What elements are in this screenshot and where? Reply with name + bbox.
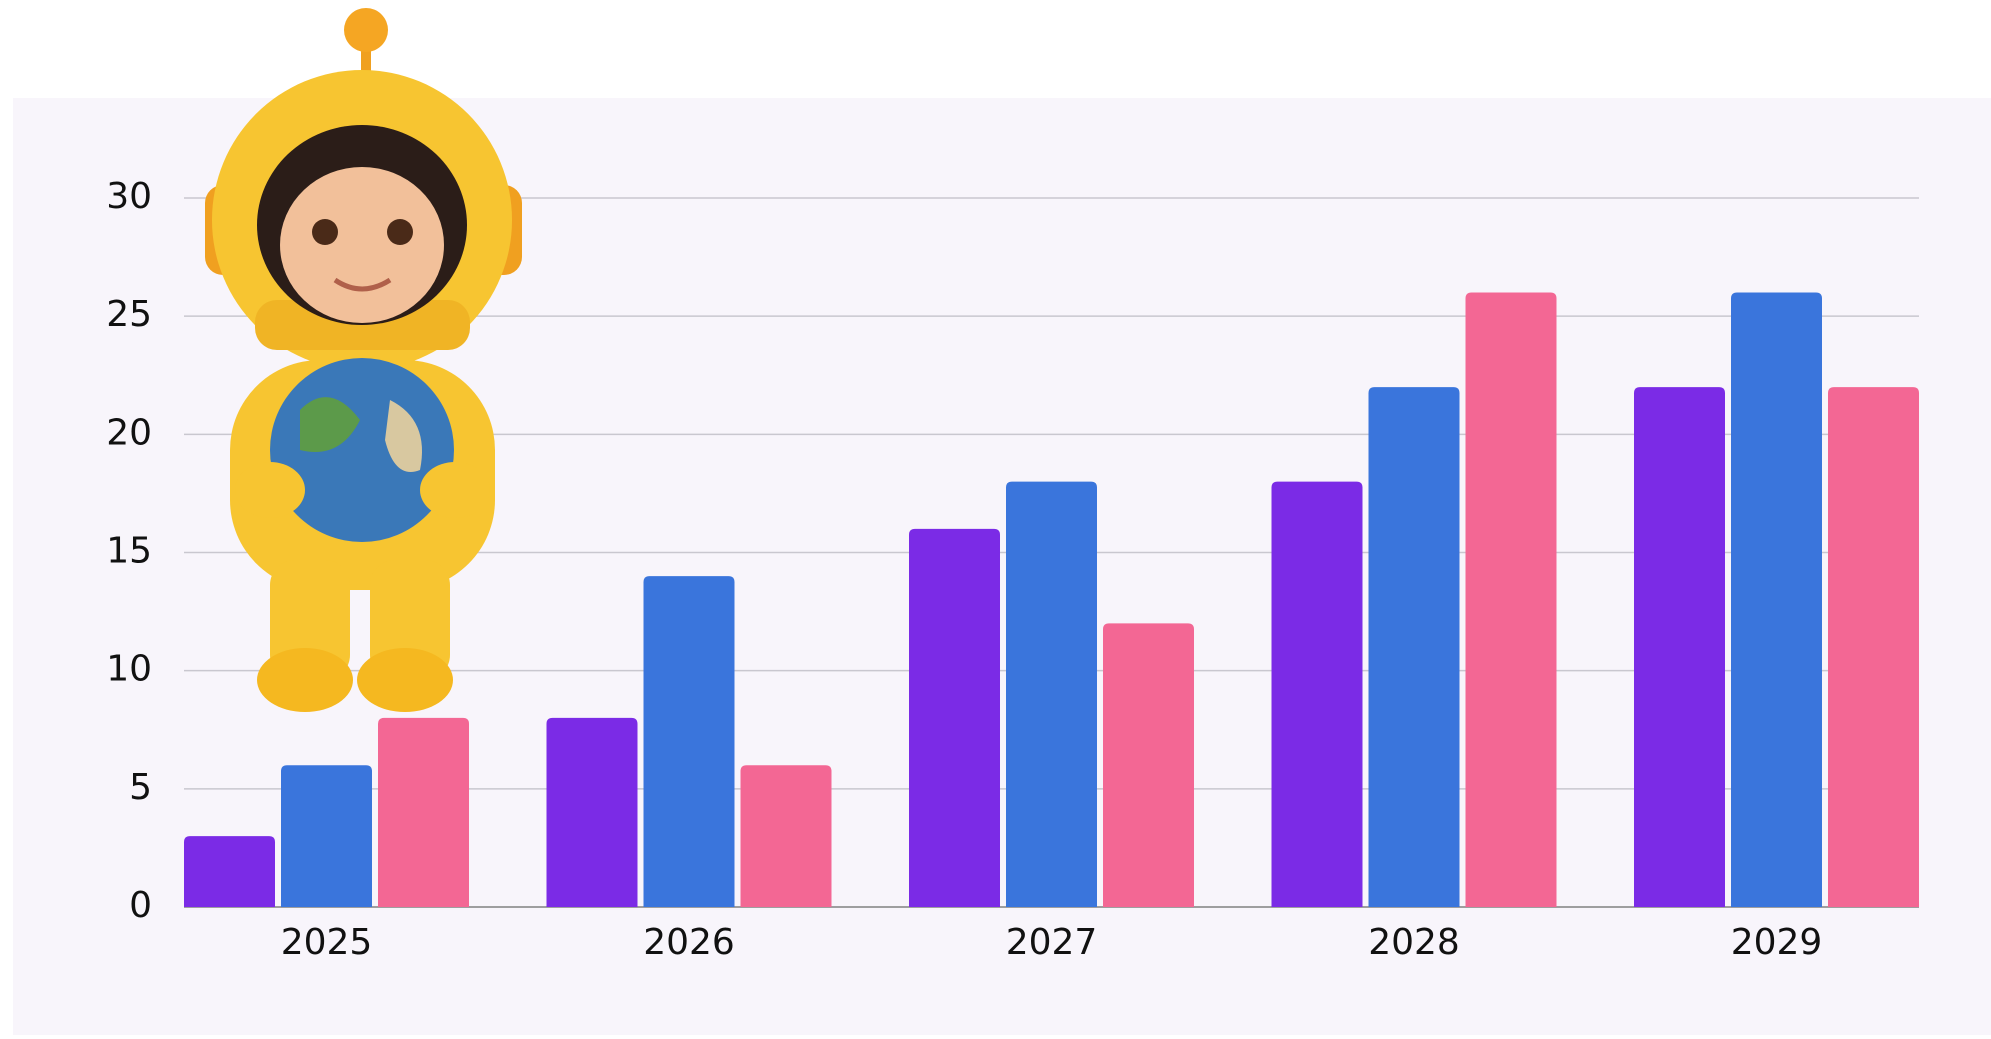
bar — [546, 717, 638, 907]
bar — [1731, 292, 1822, 907]
bar — [378, 717, 469, 907]
bar — [909, 528, 1000, 907]
bar — [281, 765, 372, 907]
bar — [1828, 387, 1919, 908]
bar — [184, 836, 275, 907]
bar — [1103, 623, 1194, 907]
bar — [1271, 481, 1363, 907]
bar — [1634, 387, 1725, 908]
y-tick-label: 5 — [129, 767, 152, 808]
x-tick-label: 2025 — [281, 922, 373, 963]
y-tick-label: 10 — [106, 649, 152, 690]
x-tick-label: 2028 — [1368, 922, 1460, 963]
y-tick-label: 15 — [106, 531, 152, 572]
bar — [1465, 292, 1557, 907]
y-tick-label: 25 — [106, 294, 152, 335]
bar — [740, 765, 832, 907]
bar — [1006, 481, 1097, 907]
y-tick-label: 30 — [106, 176, 152, 217]
astronaut-illustration — [205, 8, 522, 712]
y-tick-label: 0 — [129, 885, 152, 926]
x-tick-label: 2029 — [1731, 922, 1823, 963]
x-tick-label: 2027 — [1006, 922, 1098, 963]
bar — [643, 576, 735, 907]
y-tick-label: 20 — [106, 412, 152, 453]
bar — [1368, 387, 1460, 908]
x-tick-label: 2026 — [643, 922, 735, 963]
